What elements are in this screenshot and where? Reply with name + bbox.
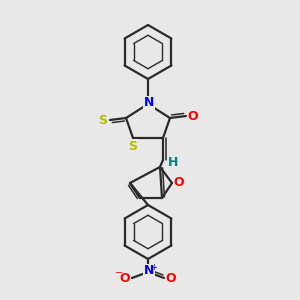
Text: O: O: [188, 110, 198, 122]
Text: S: S: [128, 140, 137, 152]
Text: H: H: [168, 155, 178, 169]
Text: O: O: [174, 176, 184, 188]
Text: N: N: [144, 97, 154, 110]
Text: O: O: [120, 272, 130, 284]
Text: N: N: [144, 265, 154, 278]
Text: O: O: [166, 272, 176, 284]
Text: S: S: [98, 113, 107, 127]
Text: +: +: [151, 262, 158, 272]
Text: −: −: [115, 268, 123, 278]
